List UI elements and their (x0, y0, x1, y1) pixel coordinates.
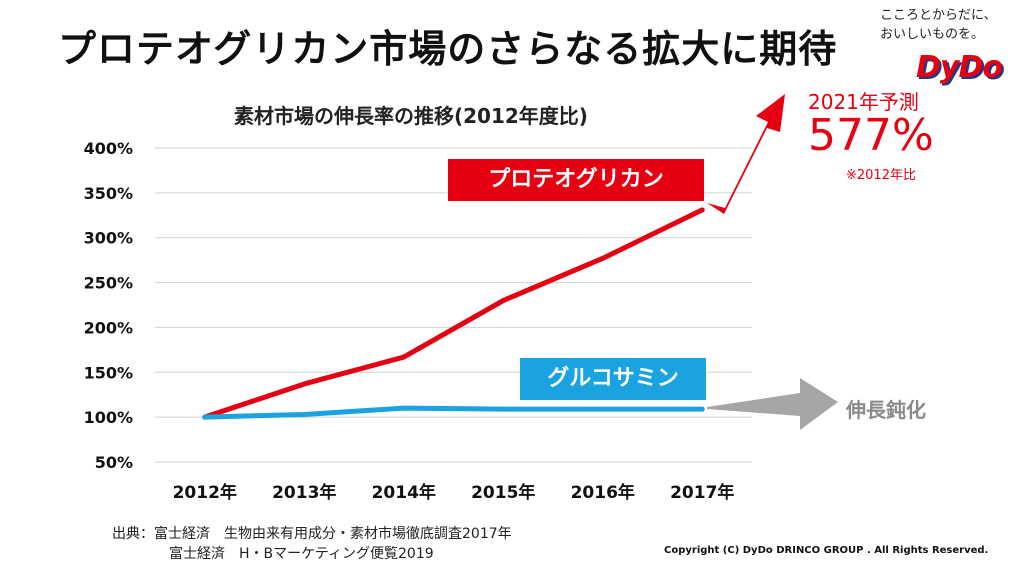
data-point (601, 256, 605, 260)
y-tick-label: 50% (95, 453, 133, 472)
data-point (302, 412, 306, 416)
forecast-label: 2021年予測 (808, 90, 919, 114)
x-tick-label: 2017年 (670, 482, 734, 503)
y-tick-label: 350% (84, 184, 133, 203)
source-citation: 出典：富士経済 生物由来有用成分・素材市場徹底調査2017年 富士経済 H・Bマ… (112, 524, 512, 564)
x-tick-label: 2016年 (571, 482, 635, 503)
dydo-logo: DyDo (916, 50, 1003, 85)
data-point (601, 407, 605, 411)
x-tick-label: 2012年 (173, 482, 237, 503)
copyright-notice: Copyright (C) DyDo DRINCO GROUP . All Ri… (664, 545, 989, 556)
y-tick-label: 150% (84, 363, 133, 382)
slowdown-arrow (707, 378, 838, 430)
data-point (402, 406, 406, 410)
forecast-note: ※2012年比 (846, 168, 916, 183)
tagline-line-2: おいしいものを。 (880, 27, 985, 42)
x-tick-label: 2013年 (272, 482, 336, 503)
y-tick-label: 400% (84, 139, 133, 158)
data-point (700, 208, 704, 212)
forecast-arrow (707, 94, 785, 214)
source-line-1: 出典：富士経済 生物由来有用成分・素材市場徹底調査2017年 (112, 526, 512, 542)
x-tick-label: 2015年 (471, 482, 535, 503)
data-point (402, 355, 406, 359)
y-tick-label: 300% (84, 229, 133, 248)
tagline-line-1: こころとからだに、 (880, 8, 997, 23)
data-point (302, 382, 306, 386)
slide-title: プロテオグリカン市場のさらなる拡大に期待 (58, 27, 838, 71)
data-point (700, 407, 704, 411)
brand-tagline: こころとからだに、 おいしいものを。 (880, 6, 1010, 44)
y-tick-label: 100% (84, 408, 133, 427)
x-tick-label: 2014年 (372, 482, 436, 503)
data-point (501, 407, 505, 411)
data-point (203, 415, 207, 419)
data-point (501, 299, 505, 303)
slowdown-label: 伸長鈍化 (846, 398, 926, 422)
proteoglycan-series-label: プロテオグリカン (448, 159, 704, 201)
source-line-2: 富士経済 H・Bマーケティング便覧2019 (169, 546, 434, 562)
glucosamine-series-label: グルコサミン (520, 358, 706, 400)
series-line-proteoglycan (202, 207, 705, 420)
y-tick-label: 250% (84, 274, 133, 293)
forecast-value: 577% (808, 110, 934, 161)
chart-title: 素材市場の伸長率の推移(2012年度比) (234, 104, 588, 128)
series-line-glucosamine (202, 405, 705, 420)
y-tick-label: 200% (84, 318, 133, 337)
